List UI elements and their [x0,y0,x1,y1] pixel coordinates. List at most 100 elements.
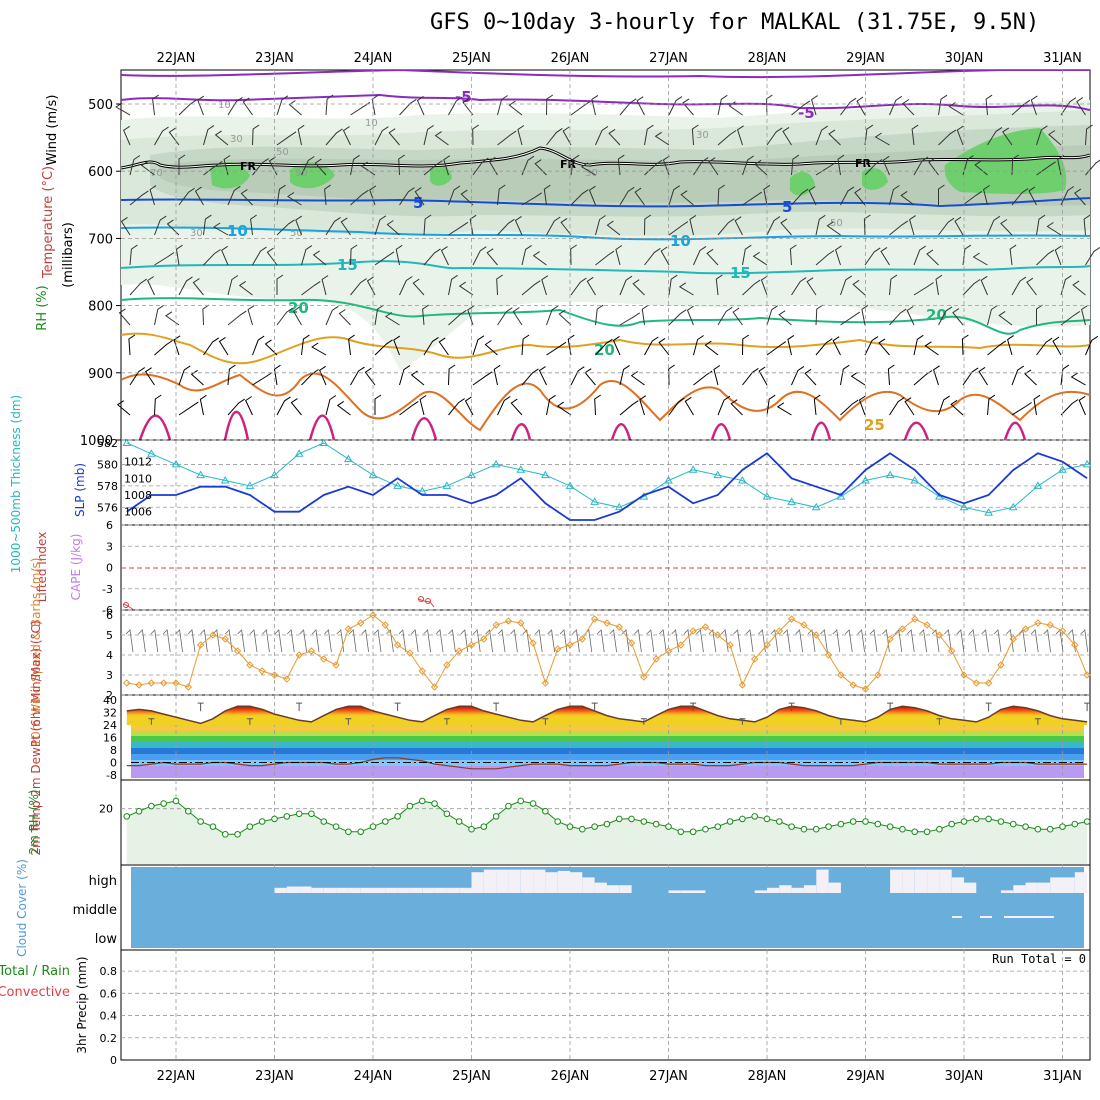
surface-wind-barb [175,629,183,653]
wind-barb [882,155,890,176]
wind-barb [247,305,255,326]
wind-barb [178,365,191,386]
wind-barb [118,308,131,326]
wind-speed-point [172,679,180,687]
wind-speed-point [812,631,820,639]
precip-convective-label: Convective [0,985,70,1000]
temp-minmax-bar [296,702,303,712]
wind-barb [423,124,434,146]
wind-barb [906,306,915,326]
surface-wind-barb [683,629,692,653]
rh-point [973,815,980,823]
wind-speed-point [923,621,931,629]
wind-barb [178,276,193,296]
wind-speed-point [750,655,759,663]
wind-barb [178,401,199,416]
surface-wind-barb [274,629,283,653]
wind-barb [484,340,498,356]
temp-tick-label: 0 [110,757,117,770]
temp-color-bands [131,725,1084,778]
temp-band [131,748,1084,754]
wind-barb [514,215,523,236]
wind-barb [178,187,195,206]
wind-barb [238,280,253,296]
wind-barb [1011,276,1027,296]
surface-wind-barb [820,629,828,653]
wind-barb [588,185,596,206]
temp-minmax-bar [148,718,155,725]
wind-barb [889,220,909,236]
date-label-top: 24JAN [354,51,393,66]
wind-barb [595,250,615,266]
wind-barb [1007,335,1014,356]
cloud-level-label: low [95,932,118,947]
high-cloud-bar [1050,877,1063,893]
wind-barb [1070,372,1086,386]
wind-speed-point [418,667,426,675]
wind-barb [668,185,680,206]
wind-barb [717,184,726,206]
rh-point [308,810,315,818]
wind-barb [154,304,165,326]
thickness-point [270,470,279,479]
slp-tick-label: 1012 [124,456,152,469]
wind-barb [634,187,645,206]
label-minus5-a: -5 [455,88,472,106]
wind-barb [780,218,792,236]
wind-barb [913,334,924,356]
wind-barb [301,245,313,266]
wind-barb [301,369,319,386]
surface-wind-barb [485,629,493,653]
temp-minmax-bar [443,718,450,725]
wind-barb [218,336,229,356]
high-cloud-bar [323,887,337,893]
wind-barb [840,399,859,416]
wind-barb [399,187,415,206]
surface-wind-barb [572,629,580,653]
wind-barb [704,340,719,356]
wind-barb [612,335,621,356]
wind-barb [178,99,197,116]
rh-point [899,825,906,833]
rh-point [172,797,180,805]
wind-barb [691,124,699,146]
surface-wind-barb [1006,629,1014,653]
wind-barb [840,364,850,386]
wind-barb [765,94,773,116]
wind-barb [448,221,469,236]
wind-barb [766,127,783,146]
wind-barb [837,154,845,176]
wind-barb [864,124,874,146]
wind-barb [766,305,778,326]
rh-point [394,813,401,820]
temp-minmax-bar [197,702,204,712]
rh-band-90-d [790,171,815,196]
wind-barb [227,398,245,416]
wind-tick-label: 2 [106,689,113,702]
wind-barb [1085,246,1100,266]
rh-point [406,802,414,810]
wind-barb [154,252,175,266]
wind-barb [538,366,547,386]
rh-point [812,825,820,833]
rh-point [849,818,857,825]
wind-barb [889,397,905,416]
wind-speed-point [677,641,685,649]
rh-band-90-e [862,168,888,190]
wind-barb [325,216,341,236]
wind-barb [717,130,737,146]
middle-cloud-bar [980,916,992,918]
wind-barb [1002,127,1013,146]
high-cloud-bar [803,885,817,893]
wind-speed-point [984,679,993,687]
precip-tick-label: 0.6 [100,987,118,1000]
rh-point [357,828,364,836]
rh-point [652,820,660,828]
thickness-point [1082,459,1092,468]
wind-barb [448,309,467,326]
thickness-point [910,476,920,484]
wind-barb [386,220,400,236]
wind-barb [521,280,541,296]
wind-barb [250,214,257,236]
